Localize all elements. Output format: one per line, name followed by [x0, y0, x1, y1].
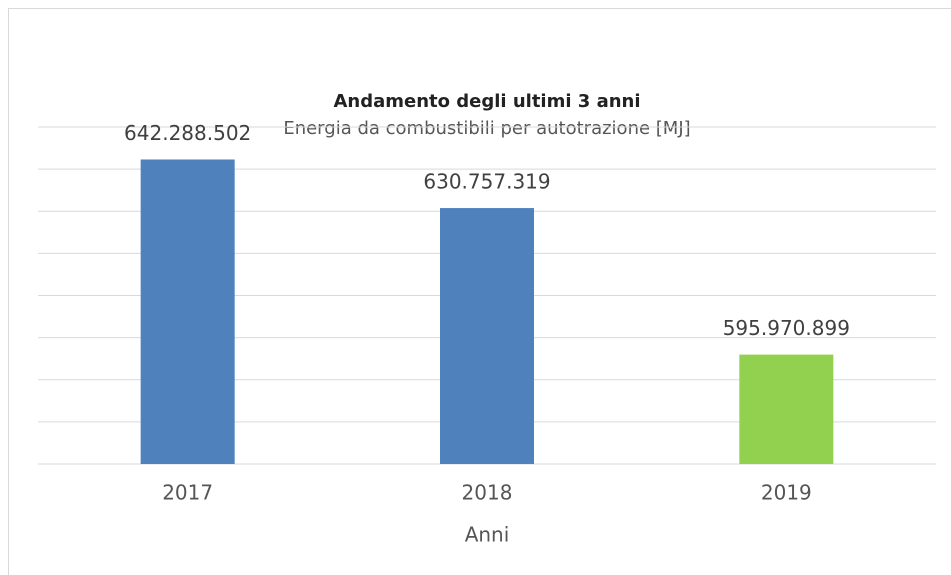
bar — [440, 208, 534, 464]
chart-subtitle: Energia da combustibili per autotrazione… — [283, 118, 690, 139]
bar — [140, 159, 235, 464]
x-tick-label: 2019 — [761, 481, 812, 505]
x-axis-title: Anni — [465, 523, 510, 547]
x-tick-label: 2017 — [162, 481, 213, 505]
data-label: 642.288.502 — [124, 121, 251, 145]
chart-title: Andamento degli ultimi 3 anni — [333, 91, 640, 112]
bar — [739, 354, 834, 464]
x-tick-label: 2018 — [462, 481, 513, 505]
data-label: 595.970.899 — [723, 316, 850, 340]
data-label: 630.757.319 — [423, 170, 550, 194]
